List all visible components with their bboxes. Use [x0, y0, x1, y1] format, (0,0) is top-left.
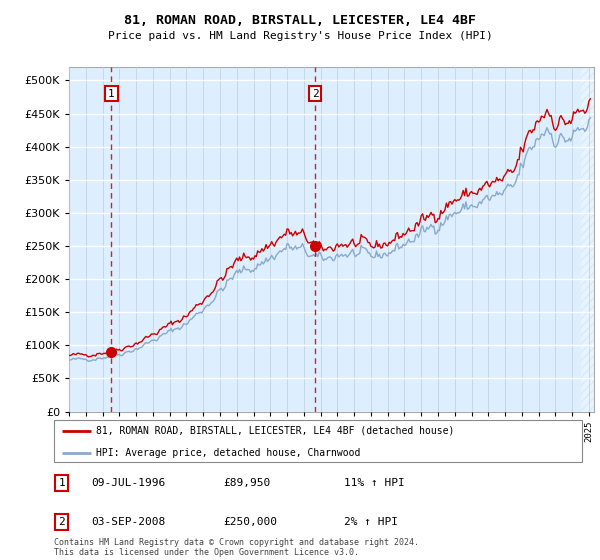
Text: HPI: Average price, detached house, Charnwood: HPI: Average price, detached house, Char…	[96, 448, 361, 458]
Text: 09-JUL-1996: 09-JUL-1996	[91, 478, 165, 488]
Polygon shape	[581, 48, 598, 412]
Text: 2% ↑ HPI: 2% ↑ HPI	[344, 517, 398, 527]
Text: 1: 1	[108, 88, 115, 99]
Text: Price paid vs. HM Land Registry's House Price Index (HPI): Price paid vs. HM Land Registry's House …	[107, 31, 493, 41]
Text: 2: 2	[59, 517, 65, 527]
Text: 81, ROMAN ROAD, BIRSTALL, LEICESTER, LE4 4BF (detached house): 81, ROMAN ROAD, BIRSTALL, LEICESTER, LE4…	[96, 426, 455, 436]
FancyBboxPatch shape	[54, 420, 582, 462]
Text: 81, ROMAN ROAD, BIRSTALL, LEICESTER, LE4 4BF: 81, ROMAN ROAD, BIRSTALL, LEICESTER, LE4…	[124, 14, 476, 27]
Text: Contains HM Land Registry data © Crown copyright and database right 2024.
This d: Contains HM Land Registry data © Crown c…	[54, 538, 419, 557]
Text: £250,000: £250,000	[223, 517, 277, 527]
Text: 03-SEP-2008: 03-SEP-2008	[91, 517, 165, 527]
Text: £89,950: £89,950	[223, 478, 270, 488]
Text: 2: 2	[311, 88, 319, 99]
Text: 1: 1	[59, 478, 65, 488]
Text: 11% ↑ HPI: 11% ↑ HPI	[344, 478, 405, 488]
